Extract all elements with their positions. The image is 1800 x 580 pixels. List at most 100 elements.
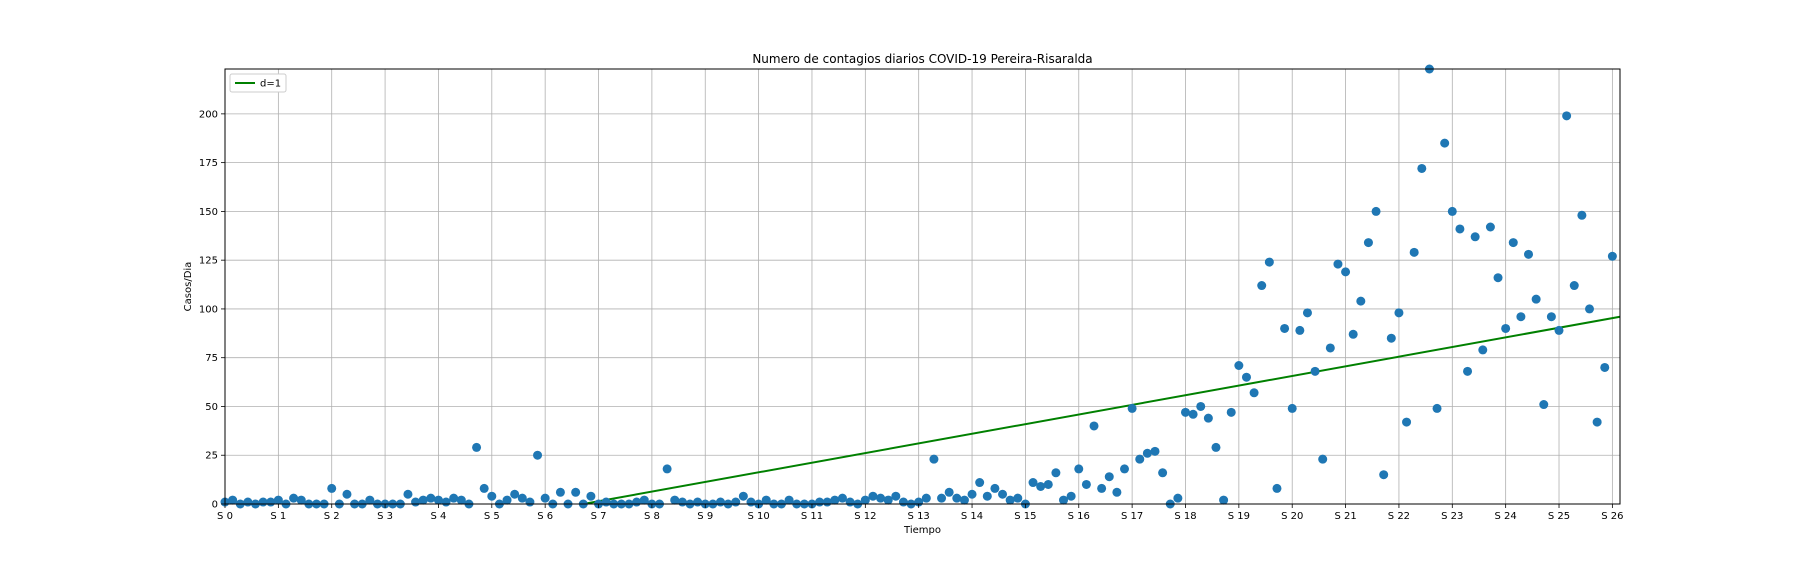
scatter-point bbox=[228, 495, 238, 505]
y-tick-label: 75 bbox=[205, 353, 218, 364]
scatter-point bbox=[876, 493, 886, 503]
scatter-point bbox=[1546, 312, 1556, 322]
scatter-point bbox=[1158, 468, 1168, 478]
scatter-point bbox=[670, 495, 680, 505]
x-tick-label: S 13 bbox=[908, 511, 930, 522]
scatter-point bbox=[456, 495, 466, 505]
scatter-point bbox=[426, 493, 436, 503]
y-tick-label: 0 bbox=[212, 500, 218, 511]
scatter-point bbox=[418, 495, 428, 505]
scatter-point bbox=[1089, 421, 1099, 431]
scatter-point bbox=[1493, 273, 1503, 283]
scatter-point bbox=[1386, 333, 1396, 343]
scatter-point bbox=[517, 493, 527, 503]
scatter-point bbox=[342, 489, 352, 499]
scatter-point bbox=[327, 483, 337, 493]
scatter-point bbox=[525, 497, 535, 507]
x-tick-label: S 25 bbox=[1548, 511, 1570, 522]
scatter-point bbox=[1173, 493, 1183, 503]
scatter-point bbox=[990, 483, 1000, 493]
y-tick-label: 150 bbox=[199, 207, 218, 218]
y-tick-label: 200 bbox=[199, 109, 218, 120]
scatter-point bbox=[677, 497, 687, 507]
scatter-point bbox=[1318, 454, 1328, 464]
scatter-point bbox=[632, 497, 642, 507]
scatter-point bbox=[975, 478, 985, 488]
x-tick-label: S 24 bbox=[1495, 511, 1517, 522]
scatter-point bbox=[1562, 111, 1572, 121]
scatter-point bbox=[1043, 479, 1053, 489]
x-axis-ticks: S 0 S 1 S 2 S 3 S 4 S 5 S 6 S 7 S 8 S 9 S 10 S 11 S … bbox=[217, 504, 1624, 522]
x-tick-label: S 6 bbox=[537, 511, 553, 522]
y-axis-label: Casos/Dia bbox=[183, 262, 194, 312]
x-tick-label: S 17 bbox=[1121, 511, 1143, 522]
scatter-point bbox=[510, 489, 520, 499]
scatter-point bbox=[1081, 479, 1091, 489]
scatter-point bbox=[571, 487, 581, 497]
scatter-point bbox=[1447, 206, 1457, 216]
scatter-point bbox=[1142, 448, 1152, 458]
scatter-point bbox=[952, 493, 962, 503]
x-tick-label: S 22 bbox=[1388, 511, 1410, 522]
x-tick-label: S 10 bbox=[747, 511, 769, 522]
scatter-point bbox=[586, 491, 596, 501]
scatter-point bbox=[289, 493, 299, 503]
scatter-point bbox=[967, 489, 977, 499]
scatter-point bbox=[1478, 345, 1488, 355]
x-tick-label: S 12 bbox=[854, 511, 876, 522]
scatter-point bbox=[898, 497, 908, 507]
scatter-point bbox=[1402, 417, 1412, 427]
scatter-point bbox=[1219, 495, 1229, 505]
y-tick-label: 175 bbox=[199, 158, 218, 169]
scatter-point bbox=[1333, 259, 1343, 269]
scatter-point bbox=[1417, 163, 1427, 173]
scatter-point bbox=[1585, 304, 1595, 314]
x-tick-label: S 1 bbox=[270, 511, 286, 522]
scatter-point bbox=[472, 442, 482, 452]
scatter-point bbox=[998, 489, 1008, 499]
scatter-point bbox=[1501, 323, 1511, 333]
scatter-point bbox=[1028, 478, 1038, 488]
scatter-point bbox=[1097, 483, 1107, 493]
scatter-point bbox=[746, 497, 756, 507]
scatter-point bbox=[1508, 238, 1518, 248]
scatter-point bbox=[1325, 343, 1335, 353]
scatter-point bbox=[1287, 403, 1297, 413]
scatter-point bbox=[1371, 206, 1381, 216]
x-tick-label: S 23 bbox=[1441, 511, 1463, 522]
chart-title: Numero de contagios diarios COVID-19 Per… bbox=[752, 52, 1092, 66]
y-tick-label: 125 bbox=[199, 256, 218, 267]
scatter-point bbox=[1569, 281, 1579, 291]
scatter-point bbox=[1135, 454, 1145, 464]
scatter-point bbox=[1074, 464, 1084, 474]
scatter-point bbox=[502, 495, 512, 505]
y-tick-label: 50 bbox=[205, 402, 218, 413]
scatter-point bbox=[1356, 296, 1366, 306]
scatter-point bbox=[1379, 470, 1389, 480]
scatter-point bbox=[1211, 442, 1221, 452]
scatter-point bbox=[243, 497, 253, 507]
x-tick-label: S 3 bbox=[377, 511, 393, 522]
scatter-point bbox=[1531, 294, 1541, 304]
scatter-point bbox=[1524, 249, 1534, 259]
y-axis-ticks: 0 25 50 75 100 125 150 175 200 bbox=[199, 109, 225, 511]
scatter-point bbox=[1470, 232, 1480, 242]
legend-box bbox=[229, 73, 287, 93]
scatter-point bbox=[1607, 251, 1617, 261]
scatter-point bbox=[1013, 493, 1023, 503]
x-tick-label: S 14 bbox=[961, 511, 983, 522]
scatter-point bbox=[1249, 388, 1259, 398]
scatter-point bbox=[1409, 247, 1419, 257]
scatter-point bbox=[540, 493, 550, 503]
x-tick-label: S 18 bbox=[1174, 511, 1196, 522]
scatter-point bbox=[1051, 468, 1061, 478]
scatter-point bbox=[959, 495, 969, 505]
scatter-point bbox=[1348, 329, 1358, 339]
legend: d=1 bbox=[229, 73, 287, 93]
scatter-point bbox=[982, 491, 992, 501]
plot-frame bbox=[224, 68, 1621, 505]
scatter-point bbox=[1180, 407, 1190, 417]
x-tick-label: S 26 bbox=[1601, 511, 1623, 522]
